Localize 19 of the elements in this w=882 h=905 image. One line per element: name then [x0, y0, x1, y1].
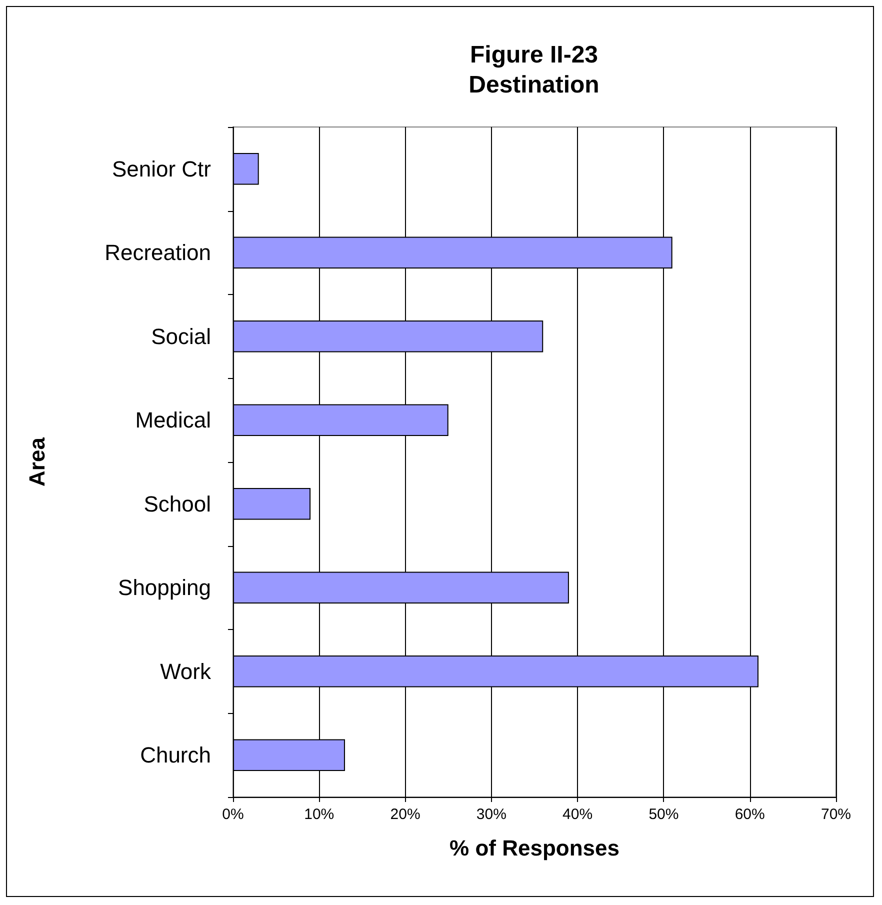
x-tick-label: 0% — [222, 806, 244, 823]
y-tick-label: Social — [151, 324, 211, 349]
y-tick-label: Shopping — [118, 575, 211, 600]
x-tick-label: 60% — [734, 806, 765, 823]
y-tick-label: School — [144, 491, 211, 516]
x-tick-label: 30% — [476, 806, 506, 823]
x-tick-label: 50% — [648, 806, 679, 823]
x-tick-label: 40% — [562, 806, 593, 823]
chart-title: Figure II-23 Destination — [468, 42, 600, 98]
x-axis-title: % of Responses — [450, 836, 620, 860]
y-tick-label: Work — [160, 658, 212, 684]
y-tick-label: Church — [140, 742, 211, 768]
y-tick-label: Medical — [135, 408, 211, 433]
x-tick-label: 20% — [390, 806, 420, 823]
x-tick-label: 70% — [820, 806, 852, 823]
x-tick-label: 10% — [304, 806, 334, 823]
y-tick-label: Senior Ctr — [112, 156, 211, 182]
y-axis-title: Area — [24, 436, 50, 486]
y-tick-label: Recreation — [104, 240, 211, 266]
